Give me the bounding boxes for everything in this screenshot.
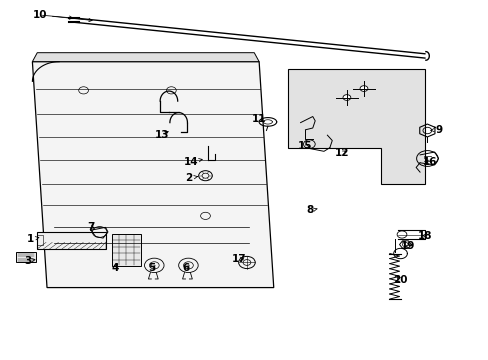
Bar <box>37 231 105 249</box>
Text: 18: 18 <box>417 231 431 240</box>
Text: 8: 8 <box>306 206 316 216</box>
Text: 10: 10 <box>32 10 92 22</box>
Text: 5: 5 <box>148 263 155 273</box>
Polygon shape <box>288 69 424 184</box>
Bar <box>16 252 36 262</box>
Text: 1: 1 <box>27 234 39 244</box>
Text: 12: 12 <box>334 148 348 158</box>
Text: 13: 13 <box>154 130 168 140</box>
Text: 9: 9 <box>429 125 442 135</box>
Text: 20: 20 <box>392 275 407 285</box>
Circle shape <box>342 95 350 100</box>
Polygon shape <box>32 62 273 288</box>
Circle shape <box>359 86 367 91</box>
Text: 17: 17 <box>232 254 246 264</box>
Text: 4: 4 <box>111 263 119 273</box>
Text: 14: 14 <box>183 157 202 167</box>
Bar <box>112 234 141 266</box>
Text: 3: 3 <box>24 256 35 266</box>
Polygon shape <box>32 53 259 62</box>
Text: 15: 15 <box>298 141 312 151</box>
Text: 11: 11 <box>251 114 266 124</box>
Text: 16: 16 <box>422 157 436 167</box>
Text: 7: 7 <box>87 222 94 231</box>
Text: 6: 6 <box>182 263 189 273</box>
Text: 2: 2 <box>184 173 197 183</box>
Text: 19: 19 <box>400 241 414 251</box>
